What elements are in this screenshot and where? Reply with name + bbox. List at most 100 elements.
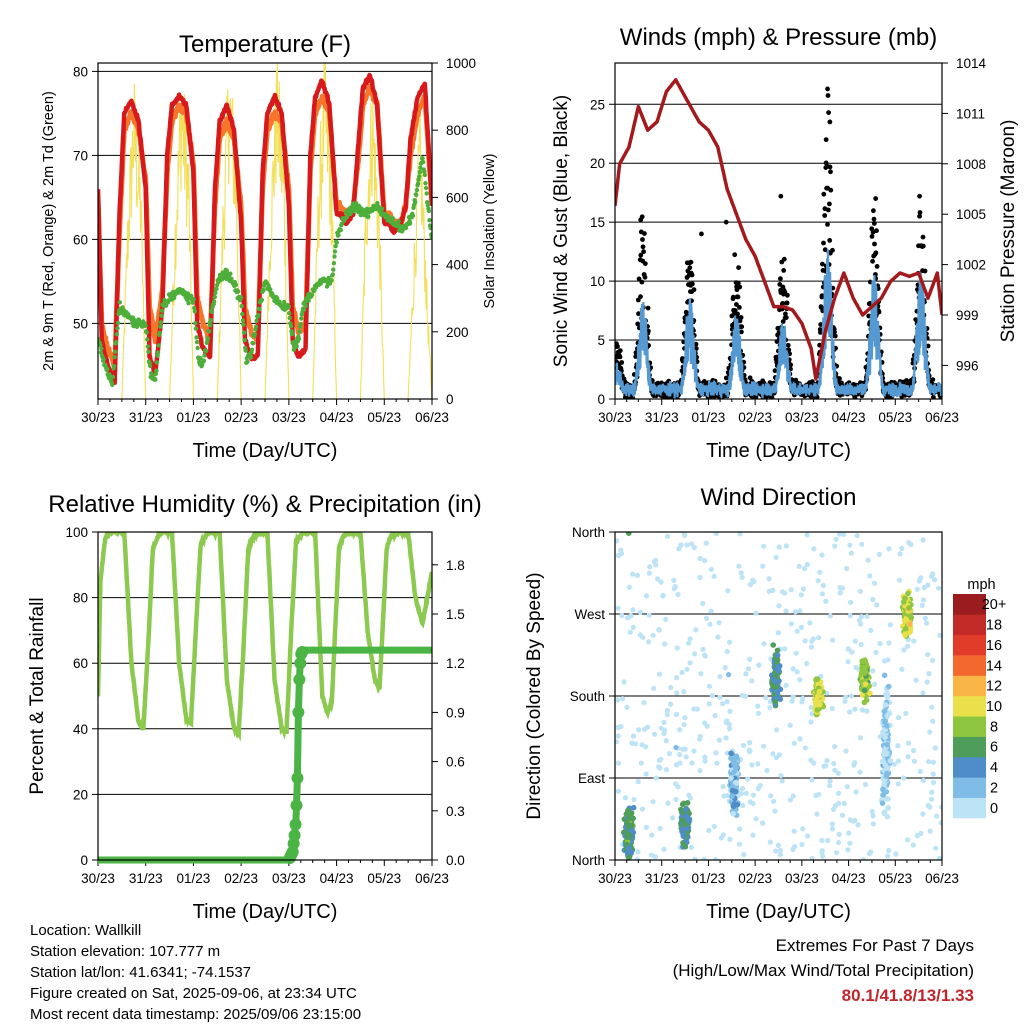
direction-point — [620, 696, 626, 702]
direction-point — [862, 670, 868, 676]
gust-point — [832, 333, 838, 339]
direction-point — [870, 668, 876, 674]
direction-point — [852, 638, 858, 644]
dewpoint-point — [110, 374, 116, 380]
colorbar-label: 10 — [986, 699, 1002, 715]
direction-point — [886, 546, 892, 552]
direction-point — [820, 853, 826, 859]
direction-point — [643, 824, 649, 831]
gust-point — [821, 240, 826, 246]
gust-point — [820, 261, 825, 267]
direction-point — [800, 586, 807, 592]
direction-point — [882, 708, 888, 715]
direction-point — [692, 856, 698, 860]
direction-point — [651, 559, 658, 565]
dewpoint-point — [214, 286, 219, 291]
direction-point — [802, 565, 808, 572]
y-axis-label: Percent & Total Rainfall — [27, 597, 48, 794]
dewpoint-point — [243, 348, 248, 353]
dewpoint-point — [233, 282, 239, 287]
dewpoint-point — [190, 300, 196, 305]
direction-point — [626, 532, 632, 536]
direction-point — [728, 775, 734, 781]
gust-point — [635, 321, 641, 327]
direction-point — [885, 805, 891, 811]
direction-point — [677, 727, 683, 733]
direction-point — [809, 855, 815, 860]
dewpoint-point — [390, 216, 396, 221]
gust-point — [781, 268, 787, 273]
y-tick-label: 20 — [590, 156, 605, 171]
direction-point — [729, 788, 736, 794]
dewpoint-point — [117, 300, 123, 305]
dewpoint-point — [309, 292, 315, 297]
y-tick-label: North — [572, 853, 605, 868]
gust-point — [871, 221, 877, 226]
direction-point — [870, 821, 877, 827]
direction-point — [706, 701, 712, 707]
dewpoint-point — [420, 156, 425, 161]
dewpoint-point — [114, 340, 119, 345]
direction-point — [777, 696, 784, 702]
gust-point — [619, 360, 625, 365]
plot-border — [97, 531, 433, 861]
direction-point — [760, 563, 766, 569]
direction-point — [736, 841, 743, 847]
gust-point — [699, 231, 704, 237]
direction-point — [651, 685, 657, 692]
x-tick-label: 01/23 — [692, 871, 726, 886]
dewpoint-point — [159, 313, 164, 318]
direction-point — [775, 630, 782, 636]
temperature-series — [98, 63, 432, 399]
direction-point — [861, 687, 868, 694]
direction-point — [661, 846, 667, 853]
direction-point — [920, 811, 926, 817]
direction-point — [763, 695, 769, 701]
direction-point — [681, 689, 687, 695]
dewpoint-point — [254, 318, 259, 323]
gust-point — [825, 222, 830, 227]
gust-point — [723, 219, 729, 225]
extremes-title: Extremes For Past 7 Days — [775, 936, 974, 955]
dewpoint-point — [410, 213, 416, 218]
direction-point — [791, 828, 797, 834]
direction-point — [832, 744, 838, 750]
y2-tick-label: 1.2 — [446, 656, 465, 671]
direction-point — [643, 771, 649, 777]
x-tick-label: 06/23 — [925, 410, 959, 425]
dewpoint-point — [303, 303, 308, 308]
direction-point — [804, 561, 811, 568]
direction-point — [881, 781, 888, 787]
x-tick-label: 30/23 — [598, 871, 632, 886]
colorbar-title: mph — [967, 577, 995, 593]
direction-point — [923, 620, 930, 626]
plot-border — [614, 531, 943, 861]
direction-point — [896, 715, 902, 721]
direction-point — [618, 547, 624, 553]
direction-point — [731, 761, 737, 767]
extremes-subtitle: (High/Low/Max Wind/Total Precipitation) — [672, 961, 974, 980]
gust-point — [638, 252, 644, 258]
y2-tick-label: 1014 — [956, 56, 987, 71]
direction-point — [727, 708, 733, 715]
direction-point — [800, 695, 806, 701]
y2-tick-label: 0.0 — [446, 853, 465, 868]
direction-point — [920, 777, 927, 784]
direction-point — [713, 750, 719, 756]
direction-point — [815, 701, 821, 708]
direction-point — [802, 745, 809, 751]
direction-point — [867, 690, 873, 697]
direction-point — [859, 613, 865, 620]
dewpoint-point — [248, 355, 254, 360]
direction-point — [932, 745, 939, 751]
x-tick-label: 30/23 — [81, 410, 115, 425]
direction-point — [884, 723, 890, 729]
direction-point — [771, 798, 777, 805]
direction-point — [814, 811, 820, 817]
direction-point — [718, 835, 725, 841]
direction-point — [691, 748, 697, 754]
direction-point — [678, 542, 684, 548]
dewpoint-point — [425, 203, 430, 208]
wind-series — [615, 78, 942, 399]
direction-point — [827, 613, 834, 619]
